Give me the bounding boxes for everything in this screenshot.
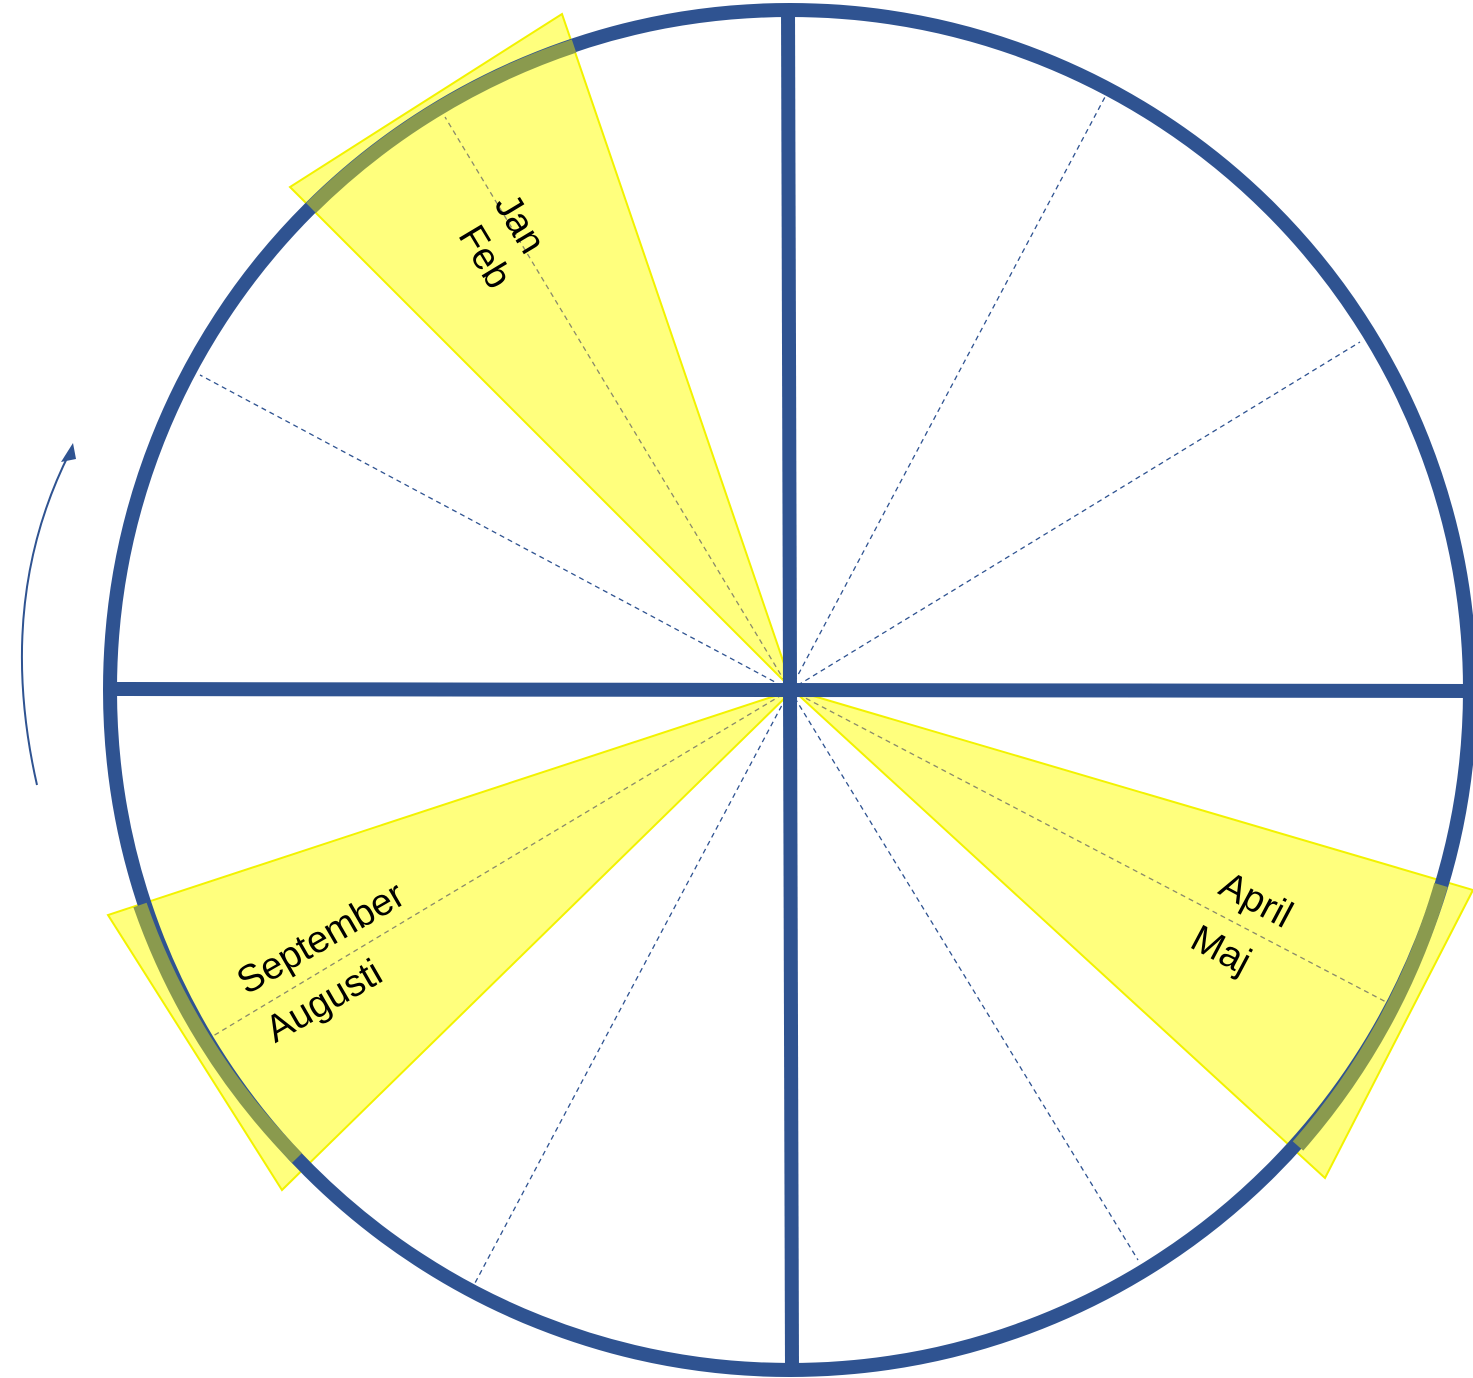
- divider-line: [199, 374, 791, 691]
- divider-line: [789, 689, 1139, 1261]
- wedge-center-line: [444, 116, 791, 691]
- wedge-center-lines: [212, 116, 1389, 1037]
- highlight-wedge-jan-feb: [288, 12, 794, 691]
- ring-overlap-arc: [306, 39, 577, 213]
- divider-line: [789, 96, 1106, 691]
- counter-clockwise-arrow-icon: [20, 443, 76, 786]
- ring-overlap-arc: [1292, 883, 1448, 1151]
- ring-overlap-arcs: [133, 39, 1448, 1163]
- wedge-center-line: [212, 689, 791, 1037]
- highlight-wedge-september-augusti: [106, 689, 794, 1192]
- highlight-wedge-april-maj: [792, 689, 1473, 1180]
- divider-line: [789, 341, 1361, 691]
- arrow-head: [61, 443, 76, 462]
- highlight-wedges: [106, 12, 1473, 1192]
- horizontal-axis: [107, 682, 1473, 698]
- dashed-dividers: [199, 96, 1361, 1284]
- wedge-center-line: [789, 689, 1389, 1004]
- quadrant-axes: [107, 7, 1473, 1371]
- divider-line: [474, 689, 791, 1284]
- ring-overlap-arc: [133, 902, 302, 1163]
- arrow-shaft: [20, 451, 71, 786]
